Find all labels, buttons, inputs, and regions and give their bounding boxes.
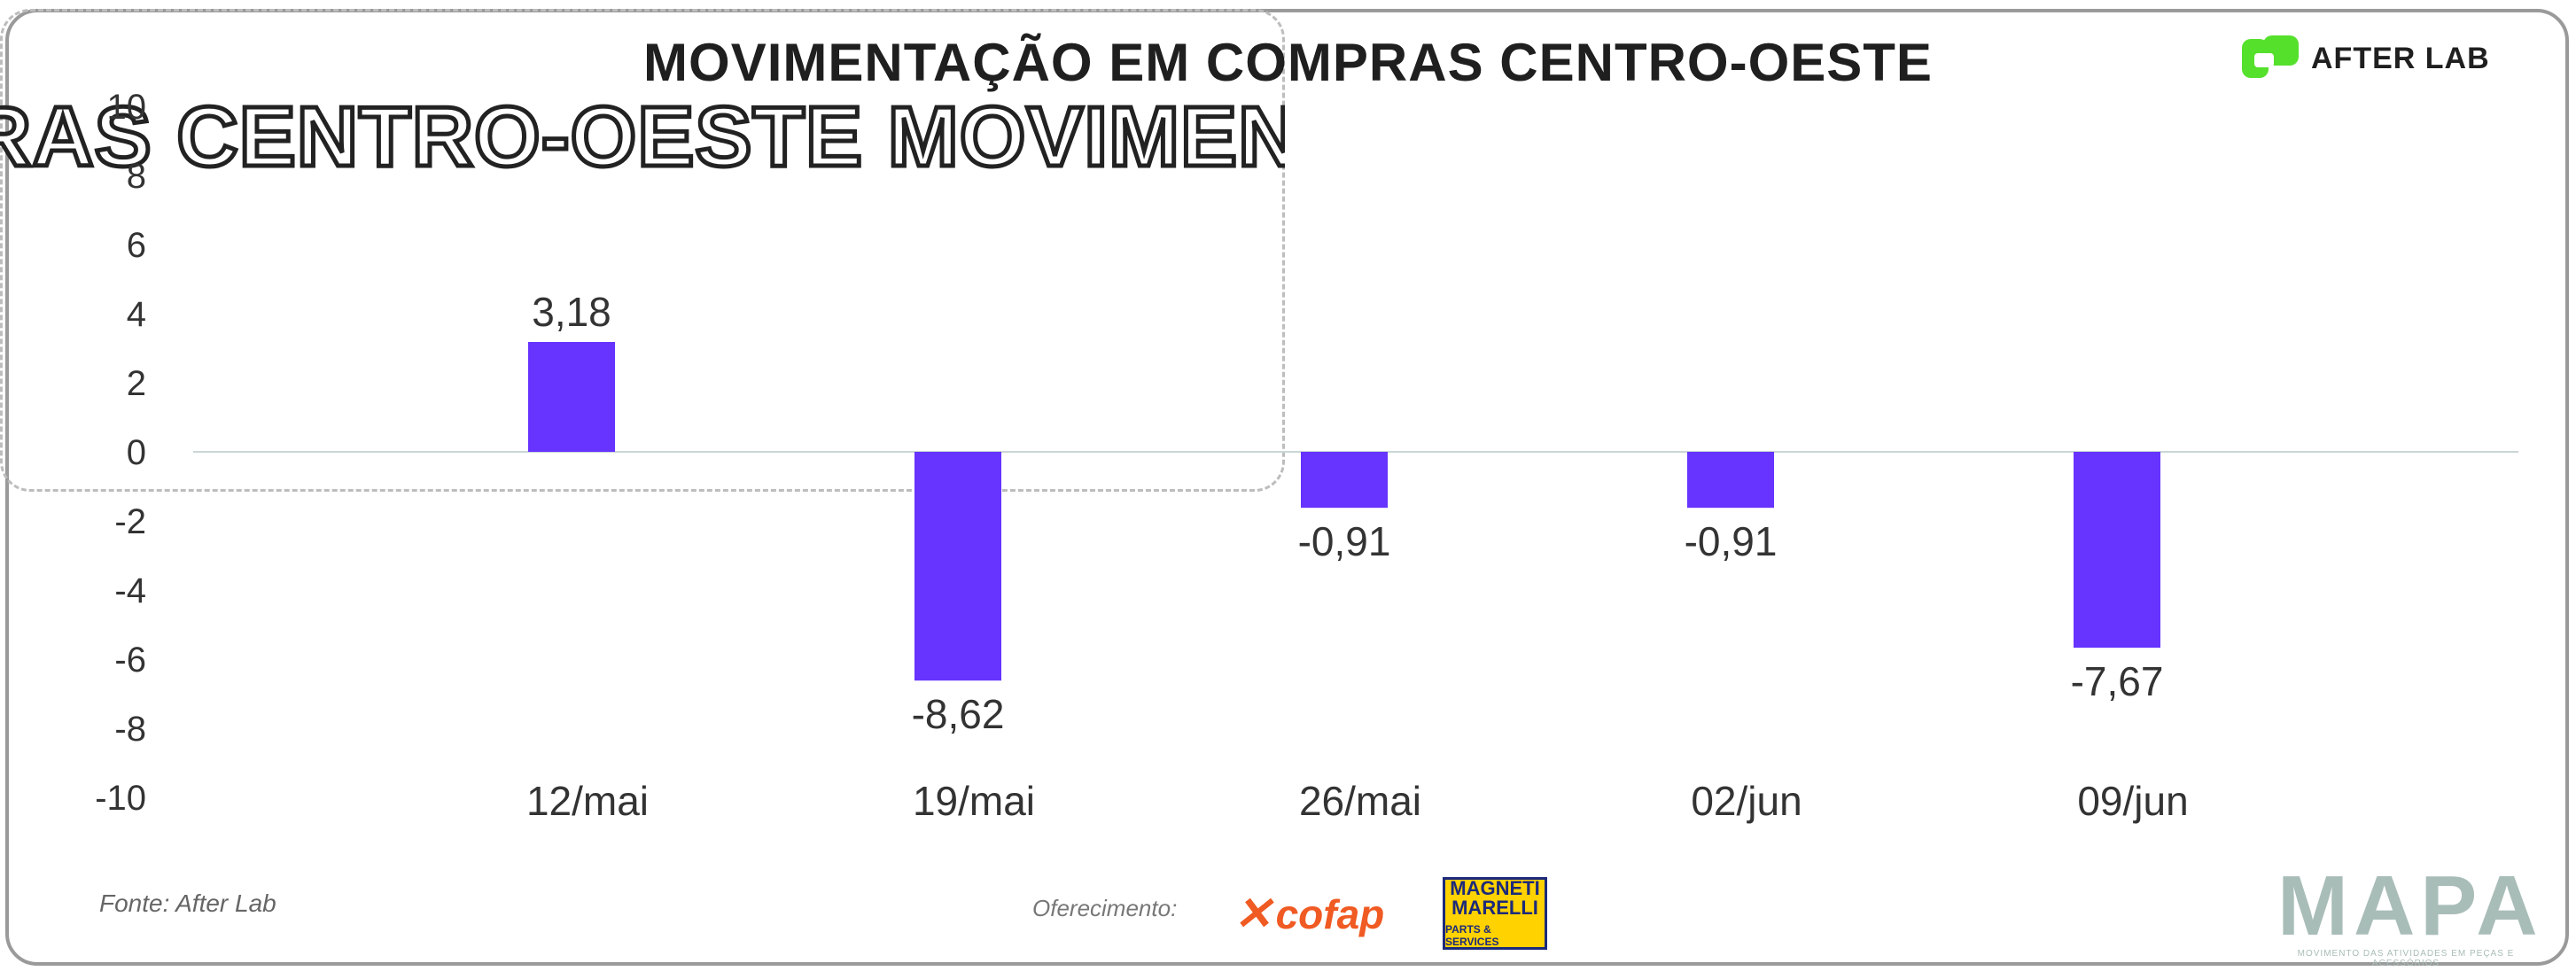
y-tick-label: -8 (114, 710, 146, 749)
chart-title: MOVIMENTAÇÃO EM COMPRAS CENTRO-OESTE (643, 33, 1933, 92)
mapa-logo-subtitle: MOVIMENTO DAS ATIVIDADES EM PEÇAS E ACES… (2297, 949, 2515, 968)
y-axis: -10 -8 -6 -4 -2 0 2 4 6 8 10 (95, 88, 146, 818)
data-label: -0,91 (1298, 518, 1391, 564)
bar-26-mai (1301, 452, 1388, 509)
cofap-x-icon: ✕ (1234, 889, 1272, 940)
y-tick-label: 2 (127, 364, 146, 403)
magneti-marelli-logo: MAGNETI MARELLI PARTS & SERVICES (1443, 877, 1547, 950)
magneti-logo-line2: MARELLI (1451, 897, 1538, 919)
bar-09-jun (2074, 452, 2160, 649)
x-tick-label: 02/jun (1691, 778, 1802, 824)
sponsor-label: Oferecimento: (1032, 895, 1178, 921)
y-tick-label: 10 (107, 88, 147, 127)
y-tick-label: -4 (114, 571, 146, 610)
afterlab-logo-text: AFTER LAB (2311, 41, 2490, 75)
x-tick-label: 12/mai (526, 778, 649, 824)
bar-02-jun (1687, 452, 1774, 509)
data-label: -7,67 (2071, 658, 2164, 704)
afterlab-logo: AFTER LAB (2242, 35, 2490, 82)
y-tick-label: -6 (114, 641, 146, 680)
mapa-logo: MAPA MOVIMENTO DAS ATIVIDADES EM PEÇAS E… (2277, 858, 2543, 969)
data-label: -0,91 (1685, 518, 1778, 564)
data-label: -8,62 (912, 691, 1005, 737)
y-tick-label: 0 (127, 433, 146, 472)
y-tick-label: 8 (127, 157, 146, 196)
y-tick-label: -10 (95, 779, 146, 818)
source-note: Fonte: After Lab (99, 889, 276, 917)
magneti-logo-line1: MAGNETI (1450, 877, 1540, 899)
x-tick-label: 19/mai (913, 778, 1035, 824)
data-label: 3,18 (532, 289, 611, 335)
data-labels: 3,18 -8,62 -0,91 -0,91 -7,67 (532, 289, 2163, 737)
afterlab-logo-icon (2242, 35, 2299, 78)
x-axis: 12/mai 19/mai 26/mai 02/jun 09/jun (526, 778, 2189, 824)
y-tick-label: -2 (114, 502, 146, 541)
x-tick-label: 09/jun (2077, 778, 2188, 824)
ghost-title: MPRAS CENTRO-OESTE MOVIMENTAÇÃO EM CO (0, 89, 1285, 186)
y-tick-label: 6 (127, 226, 146, 265)
magneti-logo-line3: PARTS & SERVICES (1445, 923, 1499, 948)
bar-12-mai (528, 341, 615, 452)
bar-19-mai (914, 452, 1001, 681)
ghost-overlay (0, 9, 1285, 492)
mapa-logo-text: MAPA (2277, 858, 2543, 953)
cofap-logo-text: cofap (1275, 891, 1385, 937)
bars (528, 341, 2160, 681)
cofap-logo: ✕ cofap (1234, 888, 1384, 941)
x-tick-label: 26/mai (1299, 778, 1421, 824)
y-tick-label: 4 (127, 295, 146, 334)
